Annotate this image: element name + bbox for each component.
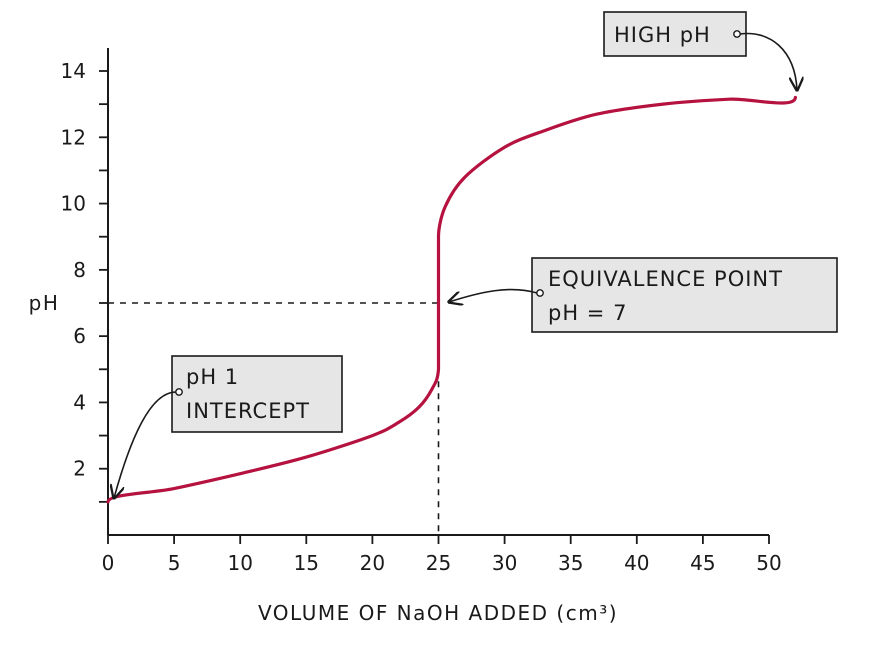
x-axis-title: VOLUME OF NaOH ADDED (cm³) [258,601,618,625]
x-tick-label: 35 [558,551,583,575]
equivalence-label-line2: pH = 7 [548,301,627,325]
x-tick-label: 30 [492,551,517,575]
x-tick-label: 40 [624,551,649,575]
high-ph-callout: HIGH pH [603,11,797,90]
y-tick-label: 6 [73,324,86,348]
equivalence-box [531,257,838,333]
equivalence-pin [536,289,544,297]
x-tick-label: 20 [360,551,385,575]
x-ticks: 0 5 10 15 20 25 30 35 40 45 50 [102,535,782,575]
intercept-label-line1: pH 1 [186,365,239,389]
y-tick-label: 12 [61,125,86,149]
high-ph-box [603,11,747,57]
high-ph-arrow [739,32,797,90]
x-tick-label: 45 [690,551,715,575]
y-ticks: 2 4 6 8 10 12 14 [61,59,108,503]
y-tick-label: 8 [73,258,86,282]
high-ph-pin [733,30,741,38]
x-tick-label: 15 [294,551,319,575]
y-axis-title: pH [29,291,60,315]
x-tick-label: 25 [426,551,451,575]
equivalence-label-line1: EQUIVALENCE POINT [548,267,783,291]
intercept-box [171,355,343,433]
intercept-pin [175,388,183,396]
high-ph-label: HIGH pH [614,23,711,47]
x-tick-label: 0 [102,551,115,575]
x-tick-label: 10 [227,551,252,575]
equivalence-arrow [449,288,538,302]
intercept-arrow [114,391,177,498]
y-tick-label: 4 [73,390,86,414]
guide-lines [108,302,440,535]
titration-curve [106,95,797,504]
y-tick-label: 10 [61,192,86,216]
x-tick-label: 5 [168,551,181,575]
equivalence-callout: EQUIVALENCE POINT pH = 7 [449,257,838,333]
x-tick-label: 50 [756,551,781,575]
intercept-callout: pH 1 INTERCEPT [114,355,343,498]
intercept-label-line2: INTERCEPT [186,399,310,423]
y-tick-label: 14 [61,59,86,83]
y-tick-label: 2 [73,457,86,481]
